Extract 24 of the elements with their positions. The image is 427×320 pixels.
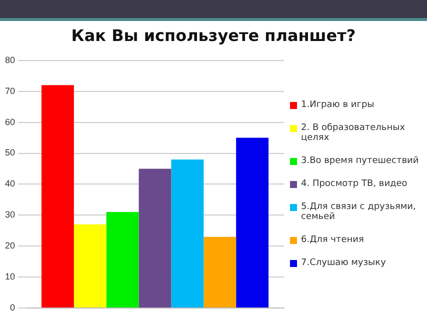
- y-tick-label: 60: [4, 116, 16, 127]
- legend-label: 6.Для чтения: [301, 235, 364, 245]
- y-tick-label: 30: [4, 210, 16, 220]
- legend-label: 7.Слушаю музыку: [301, 258, 386, 268]
- bar: [41, 85, 74, 308]
- bar: [106, 212, 139, 308]
- bar: [236, 138, 269, 308]
- bar: [204, 236, 236, 308]
- y-tick-label: 50: [4, 148, 16, 158]
- y-tick-label: 20: [4, 240, 16, 251]
- y-tick-label: 0: [10, 302, 16, 312]
- y-tick-label: 70: [4, 86, 16, 96]
- y-tick-label: 40: [4, 178, 16, 189]
- bar: [74, 224, 106, 308]
- bar: [138, 168, 172, 308]
- legend-label: 2. В образовательных целях: [301, 123, 406, 143]
- chart-title: Как Вы используете планшет?: [70, 26, 357, 45]
- legend-label: 3.Во время путешествий: [301, 156, 419, 166]
- bar: [171, 159, 204, 308]
- legend-label: 1.Играю в игры: [301, 100, 374, 110]
- y-tick-label: 10: [4, 272, 16, 282]
- legend-label: 5.Для связи с друзьями, семьей: [301, 202, 417, 222]
- legend-label: 4. Просмотр ТВ, видео: [301, 179, 408, 189]
- y-tick-label: 80: [4, 54, 16, 65]
